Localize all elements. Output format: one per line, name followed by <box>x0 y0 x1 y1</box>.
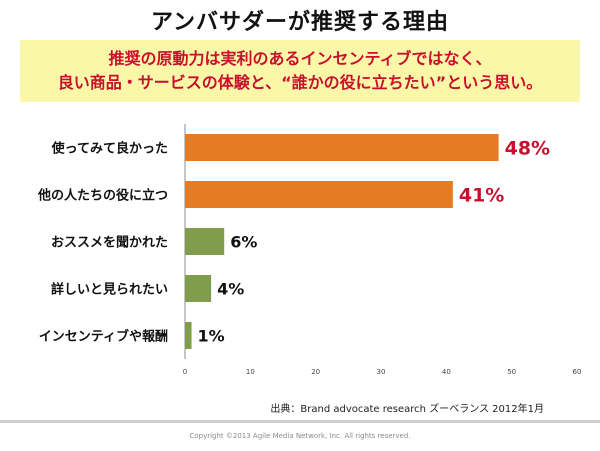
x-tick-label: 10 <box>246 368 255 376</box>
data-label: 4% <box>217 280 244 299</box>
bar <box>185 275 212 302</box>
category-label: インセンティブや報酬 <box>39 329 168 345</box>
slide-title: アンバサダーが推奨する理由 <box>150 10 450 35</box>
category-label: 詳しいと見られたい <box>51 282 168 298</box>
banner-line-2: 良い商品・サービスの体験と、“誰かの役に立ちたい”という思い。 <box>57 73 543 92</box>
bar <box>185 181 453 208</box>
x-tick-label: 30 <box>377 368 386 376</box>
footer-divider <box>0 420 600 423</box>
bar <box>185 228 225 255</box>
bar <box>185 322 192 349</box>
x-tick-label: 60 <box>573 368 582 376</box>
data-label: 6% <box>230 233 257 252</box>
bar-chart: 0 10 20 30 40 50 60 使ってみて良かった 48% 他の人たちの役に立つ 41% おス… <box>37 124 582 376</box>
data-label: 48% <box>505 138 550 160</box>
copyright-text: Copyright ©2013 Agile Media Network, Inc… <box>189 432 411 440</box>
x-tick-label: 50 <box>507 368 516 376</box>
bar <box>185 134 499 161</box>
source-note: 出典：Brand advocate research ズーベランス 2012年1… <box>270 404 544 415</box>
category-label: おススメを聞かれた <box>51 236 168 251</box>
x-tick-label: 20 <box>311 368 320 376</box>
data-label: 41% <box>459 185 504 207</box>
data-label: 1% <box>198 327 225 346</box>
x-tick-label: 0 <box>183 368 187 376</box>
key-message-banner: 推奨の原動力は実利のあるインセンティブではなく、 良い商品・サービスの体験と、“… <box>20 40 580 102</box>
category-label: 使ってみて良かった <box>51 141 168 157</box>
banner-line-1: 推奨の原動力は実利のあるインセンティブではなく、 <box>108 49 492 68</box>
x-tick-label: 40 <box>442 368 451 376</box>
category-label: 他の人たちの役に立つ <box>37 188 168 204</box>
